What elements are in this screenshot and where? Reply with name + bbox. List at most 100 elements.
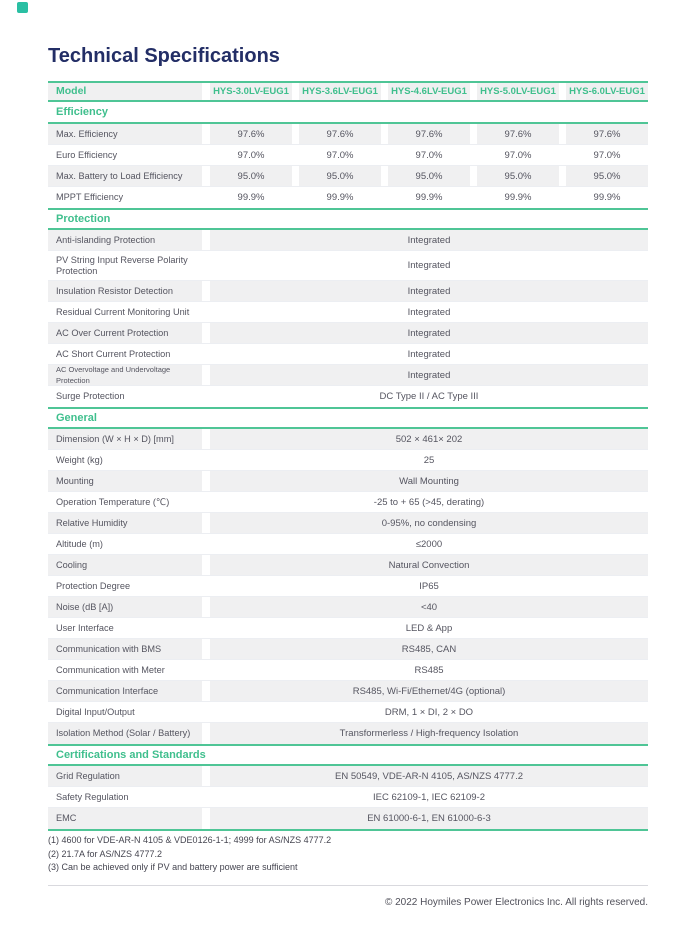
spec-value-cell: 97.0% xyxy=(326,149,354,161)
spec-label-cell: Dimension (W × H × D) [mm] xyxy=(48,429,202,449)
section-title: General xyxy=(56,412,97,424)
spec-label-cell: AC Short Current Protection xyxy=(56,348,171,359)
spec-value-merged-cell: 0-95%, no condensing xyxy=(210,513,648,533)
table-row: Surge Protection DC Type II / AC Type III xyxy=(48,386,648,407)
spec-label-cell: Safety Regulation xyxy=(56,791,129,802)
table-row: Cooling Natural Convection xyxy=(48,555,648,576)
spec-label-cell: Digital Input/Output xyxy=(56,706,135,717)
spec-value-merged-cell: 502 × 461× 202 xyxy=(210,429,648,449)
table-row: Relative Humidity 0-95%, no condensing xyxy=(48,513,648,534)
spec-label-cell: Communication with BMS xyxy=(48,639,202,659)
table-row: Max. Battery to Load Efficiency 95.0% 95.0… xyxy=(48,166,648,187)
table-row: Noise (dB [A]) <40 xyxy=(48,597,648,618)
spec-value-cell: 99.9% xyxy=(415,192,443,203)
spec-value-cells: 97.0% 97.0% 97.0% 97.0% 97.0% xyxy=(210,145,648,165)
spec-label-cell: Cooling xyxy=(48,555,202,575)
spec-value-cell: 97.0% xyxy=(415,149,443,161)
table-row: Grid Regulation EN 50549, VDE-AR-N 4105, … xyxy=(48,766,648,787)
table-row: MPPT Efficiency 99.9% 99.9% 99.9% 99.9% 99.9% xyxy=(48,187,648,208)
table-row: Euro Efficiency 97.0% 97.0% 97.0% 97.0% 97.0% xyxy=(48,145,648,166)
section-title: Efficiency xyxy=(56,106,108,118)
table-row: Dimension (W × H × D) [mm] 502 × 461× 202 xyxy=(48,429,648,450)
spec-value-merged-cell: DC Type II / AC Type III xyxy=(379,391,479,402)
spec-value-cells: 97.6% 97.6% 97.6% 97.6% 97.6% xyxy=(210,124,648,144)
table-row: Operation Temperature (℃) -25 to + 65 (>4… xyxy=(48,492,648,513)
spec-value-cell: 97.6% xyxy=(388,124,470,144)
copyright-text: © 2022 Hoymiles Power Electronics Inc. A… xyxy=(384,897,648,908)
table-row: Insulation Resistor Detection Integrated xyxy=(48,281,648,302)
spec-value-merged-cell: Integrated xyxy=(210,281,648,301)
spec-value-merged-cell: <40 xyxy=(210,597,648,617)
table-row: Safety Regulation IEC 62109-1, IEC 62109-… xyxy=(48,787,648,808)
spec-value-merged-cell: -25 to + 65 (>45, derating) xyxy=(373,496,485,508)
table-row: Protection Degree IP65 xyxy=(48,576,648,597)
footnote-line: (1) 4600 for VDE-AR-N 4105 & VDE0126-1-1… xyxy=(48,835,332,845)
spec-label-cell: EMC xyxy=(48,808,202,829)
model-name-cells: HYS-3.0LV-EUG1 HYS-3.6LV-EUG1 HYS-4.6LV-EU… xyxy=(210,83,648,100)
section-title: Certifications and Standards xyxy=(56,749,206,761)
table-row: AC Overvoltage and Undervoltage Protecti… xyxy=(48,365,648,386)
spec-value-merged-cell: IP65 xyxy=(419,580,439,592)
spec-value-merged-cell: RS485, Wi-Fi/Ethernet/4G (optional) xyxy=(210,681,648,701)
spec-value-cell: 97.6% xyxy=(210,124,292,144)
model-header-cell: Model xyxy=(48,83,202,100)
table-row: Communication with BMS RS485, CAN xyxy=(48,639,648,660)
footnotes: (1) 4600 for VDE-AR-N 4105 & VDE0126-1-1… xyxy=(48,834,648,875)
spec-label-cell: Euro Efficiency xyxy=(56,149,118,160)
brand-mark xyxy=(17,2,28,13)
spec-label-cell: Altitude (m) xyxy=(56,538,103,549)
table-row: Weight (kg) 25 xyxy=(48,450,648,471)
spec-label-cell: Relative Humidity xyxy=(48,513,202,533)
spec-value-merged-cell: RS485 xyxy=(414,664,444,676)
spec-value-merged-cell: Wall Mounting xyxy=(210,471,648,491)
spec-label-cell: AC Overvoltage and Undervoltage Protecti… xyxy=(48,365,202,385)
spec-label-cell: Grid Regulation xyxy=(48,766,202,786)
table-row: EMC EN 61000-6-1, EN 61000-6-3 xyxy=(48,808,648,829)
spec-value-cell: 95.0% xyxy=(388,166,470,186)
spec-label-cell: Communication with Meter xyxy=(56,664,165,675)
spec-value-cell: 97.6% xyxy=(299,124,381,144)
spec-value-cell: 99.9% xyxy=(237,192,265,203)
spec-label-cell: Operation Temperature (℃) xyxy=(56,496,170,507)
spec-value-merged-cell: ≤2000 xyxy=(415,538,443,550)
footnote-line: (2) 21.7A for AS/NZS 4777.2 xyxy=(48,848,163,859)
table-row: User Interface LED & App xyxy=(48,618,648,639)
spec-value-merged-cell: Natural Convection xyxy=(210,555,648,575)
table-row: Communication Interface RS485, Wi-Fi/Ethe… xyxy=(48,681,648,702)
spec-label-cell: Insulation Resistor Detection xyxy=(48,281,202,301)
spec-value-merged-cell: Transformerless / High-frequency Isolati… xyxy=(210,723,648,744)
table-row: Max. Efficiency 97.6% 97.6% 97.6% 97.6% 97.6% xyxy=(48,124,648,145)
spec-value-merged-cell: Integrated xyxy=(407,348,451,360)
spec-value-merged-cell: Integrated xyxy=(210,365,648,385)
spec-value-cell: 97.0% xyxy=(237,149,265,161)
spec-label-cell: AC Over Current Protection xyxy=(48,323,202,343)
spec-value-merged-cell: RS485, CAN xyxy=(210,639,648,659)
spec-value-merged-cell: Integrated xyxy=(210,323,648,343)
spec-value-merged-cell: DRM, 1 × DI, 2 × DO xyxy=(384,706,474,718)
spec-label-cell: Weight (kg) xyxy=(56,454,103,465)
spec-value-cell: 95.0% xyxy=(210,166,292,186)
spec-label-cell: Residual Current Monitoring Unit xyxy=(56,306,190,317)
spec-value-cell: 99.9% xyxy=(593,192,621,203)
spec-label-cell: Noise (dB [A]) xyxy=(48,597,202,617)
spec-label-cell: Anti-islanding Protection xyxy=(48,230,202,250)
section-header-row: Protection xyxy=(48,208,648,230)
table-row: Altitude (m) ≤2000 xyxy=(48,534,648,555)
spec-value-cell: 97.6% xyxy=(566,124,648,144)
spec-value-cells: 95.0% 95.0% 95.0% 95.0% 95.0% xyxy=(210,166,648,186)
table-row: Communication with Meter RS485 xyxy=(48,660,648,681)
model-name-cell: HYS-4.6LV-EUG1 xyxy=(388,83,470,100)
spec-value-merged-cell: EN 50549, VDE-AR-N 4105, AS/NZS 4777.2 xyxy=(210,766,648,786)
table-row: Residual Current Monitoring Unit Integrat… xyxy=(48,302,648,323)
spec-label-cell: Isolation Method (Solar / Battery) xyxy=(48,723,202,744)
spec-value-merged-cell: Integrated xyxy=(210,230,648,250)
spec-table: Model HYS-3.0LV-EUG1 HYS-3.6LV-EUG1 HYS-4.… xyxy=(48,81,648,831)
spec-label-cell: Max. Battery to Load Efficiency xyxy=(48,166,202,186)
spec-value-merged-cell: Integrated xyxy=(407,260,451,271)
model-name-cell: HYS-5.0LV-EUG1 xyxy=(477,83,559,100)
spec-label-cell: Max. Efficiency xyxy=(48,124,202,144)
spec-label-cell: Surge Protection xyxy=(56,391,125,401)
spec-value-cell: 95.0% xyxy=(477,166,559,186)
spec-value-cell: 97.6% xyxy=(477,124,559,144)
